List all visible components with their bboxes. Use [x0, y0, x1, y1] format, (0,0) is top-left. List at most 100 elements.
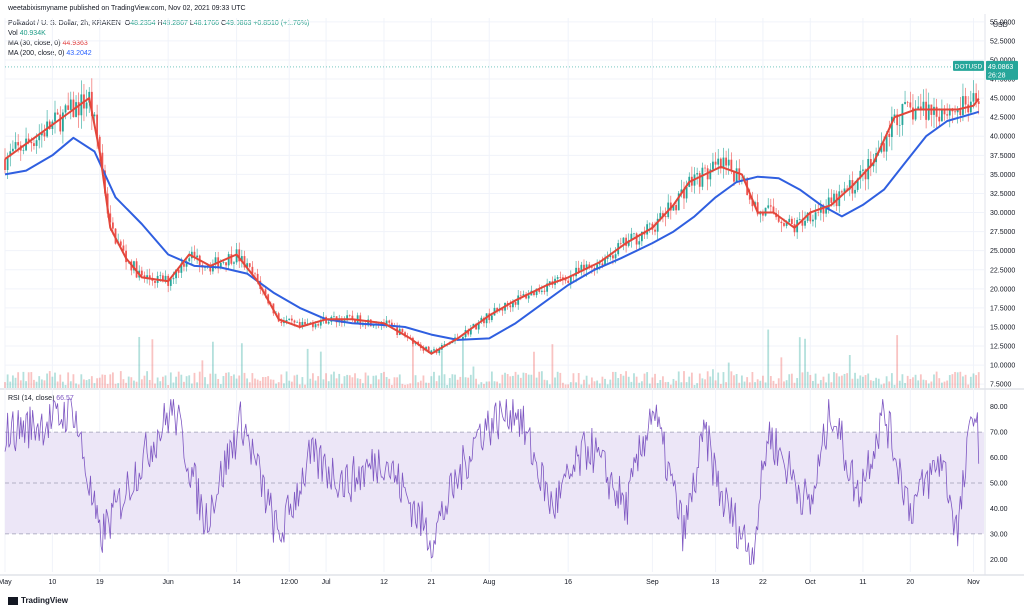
candle-body — [675, 204, 677, 211]
moving-averages — [4, 97, 980, 355]
volume-bar — [535, 377, 538, 388]
volume-bar — [554, 377, 556, 388]
rsi-tick-label: 40.00 — [990, 506, 1008, 513]
time-tick-label: 10 — [48, 579, 56, 586]
volume-bar — [267, 376, 270, 388]
candle-body — [4, 159, 6, 171]
candle-body — [627, 240, 630, 246]
candle-body — [254, 273, 256, 275]
volume-bar — [309, 378, 312, 388]
volume-bar — [140, 379, 143, 388]
candle-body — [830, 197, 833, 203]
candle-body — [625, 237, 627, 246]
ma200-line — [4, 110, 979, 341]
volume-bar — [154, 383, 156, 388]
volume-bar — [25, 381, 27, 388]
volume-bar — [119, 371, 122, 388]
candle-body — [133, 261, 135, 271]
candle-body — [856, 178, 859, 190]
volume-bar — [354, 373, 356, 388]
volume-bar — [701, 378, 704, 388]
candle-body — [767, 205, 770, 208]
volume-bar — [114, 383, 117, 388]
volume-bar — [756, 379, 759, 388]
time-tick-label: 21 — [427, 579, 435, 586]
volume-bar — [38, 376, 41, 388]
candle-body — [548, 281, 551, 284]
candle-body — [646, 224, 649, 235]
candle-body — [362, 324, 364, 326]
volume-bar — [143, 375, 146, 388]
time-tick-label: Jul — [322, 579, 331, 586]
volume-bar — [859, 375, 862, 388]
candle-body — [762, 211, 764, 216]
candle-body — [906, 102, 909, 103]
candle-body — [469, 328, 472, 335]
symbol-tag-label: DOTUSD — [955, 64, 983, 71]
rsi-tick-label: 80.00 — [990, 404, 1008, 411]
volume-bar — [369, 384, 372, 388]
time-tick-label: Nov — [967, 579, 980, 586]
volume-bar — [967, 384, 970, 388]
volume-bar — [414, 375, 417, 388]
volume-bar — [256, 379, 259, 388]
volume-bar — [514, 371, 517, 388]
volume-bar — [56, 381, 59, 388]
volume-bar — [885, 376, 888, 388]
volume-bar — [730, 371, 733, 388]
rsi-tick-label: 30.00 — [990, 531, 1008, 538]
volume-bar — [598, 383, 601, 388]
volume-bar — [283, 383, 285, 388]
volume-bar — [98, 377, 101, 388]
price-tick-label: 40.0000 — [990, 134, 1015, 141]
volume-bar — [380, 373, 383, 388]
candle-body — [462, 337, 464, 340]
volume-bar — [680, 382, 683, 388]
volume-bar — [864, 375, 867, 388]
legend-ma30-label: MA (30, close, 0) — [8, 40, 61, 47]
price-tick-label: 30.0000 — [990, 210, 1015, 217]
candle-body — [525, 294, 527, 299]
candle-body — [293, 320, 296, 323]
candle-body — [314, 324, 317, 328]
price-tick-label: 55.0000 — [990, 19, 1015, 26]
volume-bar — [69, 381, 72, 388]
candle-body — [612, 255, 614, 259]
volume-bar — [964, 374, 967, 388]
volume-bar — [575, 382, 577, 388]
volume-bar — [483, 383, 485, 388]
candle-body — [522, 294, 525, 296]
volume-bar — [485, 381, 488, 388]
price-tag-countdown: 26:28 — [988, 72, 1006, 79]
volume-bar — [488, 381, 491, 388]
volume-bar — [425, 382, 427, 388]
volume-bar — [904, 383, 906, 388]
volume-bar — [156, 377, 159, 388]
volume-bar — [33, 379, 35, 388]
candle-body — [225, 262, 227, 266]
volume-bar — [519, 377, 522, 388]
candle-body — [467, 330, 470, 335]
volume-bar — [604, 378, 606, 388]
candle-body — [351, 315, 354, 320]
volume-bar — [496, 381, 499, 388]
candle-body — [562, 277, 564, 279]
volume-bar — [277, 382, 280, 388]
tradingview-brand[interactable]: TradingView — [8, 596, 68, 605]
candle-body — [256, 273, 259, 281]
volume-bar — [112, 372, 114, 388]
candle-body — [622, 237, 625, 244]
candle-body — [112, 222, 114, 229]
candle-body — [635, 233, 638, 245]
volume-bar — [135, 381, 138, 388]
volume-bar — [401, 383, 404, 388]
candle-body — [54, 112, 56, 122]
price-tick-label: 12.5000 — [990, 344, 1015, 351]
volume-bar — [14, 377, 17, 388]
volume-bar — [61, 381, 64, 388]
candle-body — [538, 288, 541, 292]
volume-bar — [625, 371, 627, 388]
candle-body — [388, 320, 391, 323]
volume-bar — [588, 384, 591, 388]
